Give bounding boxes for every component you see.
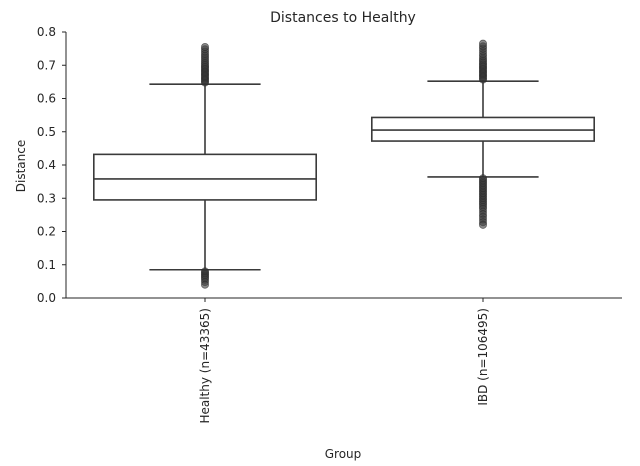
x-tick-group: Healthy (n=43365) IBD (n=106495) <box>198 298 490 424</box>
y-tick-label: 0.1 <box>37 258 56 272</box>
x-axis-label: Group <box>325 447 362 461</box>
outlier-point <box>200 280 209 289</box>
y-tick-label: 0.7 <box>37 58 56 72</box>
box-ibd <box>370 39 595 229</box>
y-tick-label: 0.5 <box>37 125 56 139</box>
y-axis-label: Distance <box>14 140 28 192</box>
y-tick-group: 0.0 0.1 0.2 0.3 0.4 0.5 0.6 0.7 0.8 <box>37 25 66 305</box>
y-tick-label: 0.6 <box>37 92 56 106</box>
y-tick-label: 0.3 <box>37 191 56 205</box>
outlier-point <box>478 220 487 229</box>
x-tick-label: IBD (n=106495) <box>476 308 490 406</box>
y-tick-label: 0.2 <box>37 225 56 239</box>
x-tick-label: Healthy (n=43365) <box>198 308 212 424</box>
outlier-point <box>478 39 487 48</box>
box-group <box>93 39 595 289</box>
y-tick-label: 0.8 <box>37 25 56 39</box>
box-healthy <box>93 42 317 289</box>
y-tick-label: 0.4 <box>37 158 56 172</box>
chart-title: Distances to Healthy <box>270 10 416 26</box>
iqr-box <box>370 116 595 142</box>
y-tick-label: 0.0 <box>37 291 56 305</box>
iqr-box <box>93 153 317 201</box>
outlier-point <box>200 42 209 51</box>
